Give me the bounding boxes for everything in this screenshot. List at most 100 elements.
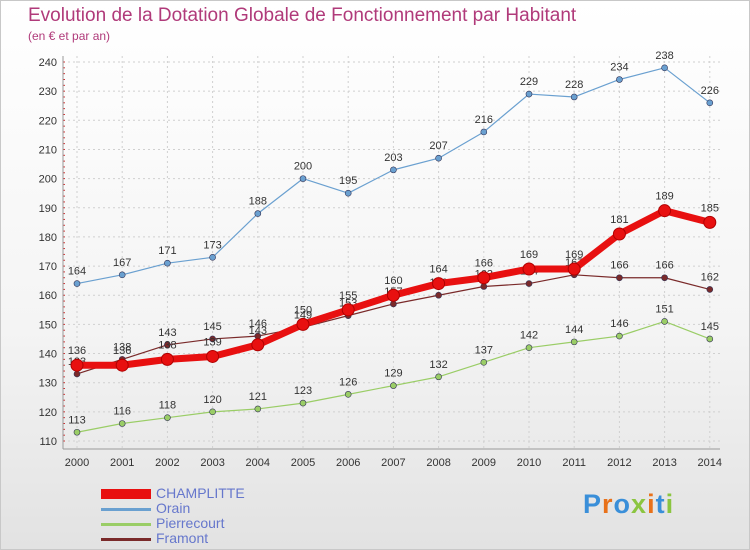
data-label-champlitte: 155 [339,290,357,302]
point-orain [616,76,623,83]
point-pierrecourt [209,408,216,416]
point-orain [118,271,126,279]
point-champlitte [658,204,672,218]
data-label-champlitte: 150 [294,304,312,316]
y-tick-label: 230 [39,86,57,98]
data-label-pierrecourt: 113 [68,414,86,426]
data-label-orain: 226 [701,85,719,97]
point-champlitte [432,277,446,291]
data-label-orain: 200 [294,161,312,173]
data-label-pierrecourt: 132 [429,359,447,371]
point-framont [435,291,442,299]
x-tick-label: 2008 [426,457,450,469]
y-tick-label: 120 [39,407,57,419]
data-label-pierrecourt: 145 [701,321,719,333]
point-champlitte [567,262,581,276]
data-label-champlitte: 185 [701,202,719,214]
point-framont [164,341,171,349]
legend-item-framont: Framont [101,530,301,547]
point-orain [570,93,578,101]
point-orain [164,259,171,267]
point-champlitte [70,358,84,372]
point-pierrecourt [706,335,714,343]
legend-swatch [101,489,151,499]
y-tick-label: 110 [39,436,57,448]
point-framont [209,335,216,343]
point-framont [480,283,488,290]
point-pierrecourt [73,428,81,436]
y-tick-label: 170 [39,261,57,273]
x-tick-label: 2003 [200,457,224,469]
point-orain [344,189,352,197]
data-label-pierrecourt: 137 [475,344,493,356]
point-pierrecourt [480,358,488,366]
legend-label: Orain [156,500,191,516]
x-tick-label: 2011 [562,457,586,469]
data-label-framont: 143 [158,327,176,339]
x-tick-label: 2009 [472,457,496,469]
data-label-framont: 149 [294,309,312,321]
y-tick-label: 160 [39,290,57,302]
legend-label: Framont [156,530,209,546]
x-tick-label: 2014 [698,457,722,469]
point-orain [525,90,533,98]
point-champlitte [296,317,310,331]
legend-item-orain: Orain [101,500,301,517]
data-label-pierrecourt: 151 [655,303,673,315]
data-label-orain: 195 [339,175,357,187]
x-tick-label: 2005 [291,457,315,469]
point-pierrecourt [299,399,307,407]
data-label-pierrecourt: 123 [294,385,312,397]
data-label-orain: 216 [475,114,493,126]
point-champlitte [386,288,400,302]
x-tick-label: 2010 [517,457,541,469]
data-label-champlitte: 160 [384,275,402,287]
point-framont [525,280,533,287]
data-label-champlitte: 143 [249,325,267,337]
legend-label: CHAMPLITTE [156,485,245,501]
point-framont [390,300,397,308]
y-tick-label: 240 [39,57,57,69]
point-framont [73,370,81,378]
chart-title: Evolution de la Dotation Globale de Fonc… [28,5,577,26]
data-label-orain: 171 [158,245,176,257]
y-tick-label: 130 [39,378,57,390]
x-tick-label: 2013 [652,457,676,469]
data-label-champlitte: 136 [113,345,131,357]
data-label-orain: 167 [113,257,131,269]
data-label-orain: 238 [655,50,673,62]
point-orain [661,64,668,72]
point-pierrecourt [344,391,352,398]
data-label-champlitte: 138 [158,339,176,351]
data-label-orain: 228 [565,79,583,91]
data-label-orain: 188 [249,196,267,208]
point-pierrecourt [164,414,171,421]
data-label-champlitte: 166 [475,258,493,270]
data-label-champlitte: 139 [203,336,221,348]
data-label-orain: 203 [384,152,402,164]
point-champlitte [251,338,265,352]
data-label-champlitte: 181 [610,214,628,226]
point-orain [706,99,714,107]
data-label-pierrecourt: 129 [384,368,402,380]
point-champlitte [206,349,220,363]
point-pierrecourt [570,338,578,346]
y-tick-label: 190 [39,203,57,215]
point-champlitte [703,215,717,229]
point-champlitte [477,271,491,285]
data-label-pierrecourt: 126 [339,376,357,388]
point-pierrecourt [616,332,623,340]
point-framont [616,274,623,282]
x-tick-label: 2007 [381,457,405,469]
data-label-framont: 138 [113,341,131,353]
data-label-champlitte: 169 [520,249,538,261]
point-orain [73,280,81,287]
proxiti-logo: Proxiti [583,489,675,519]
legend-label: Pierrecourt [156,515,225,531]
x-tick-label: 2006 [336,457,360,469]
data-label-pierrecourt: 142 [520,330,538,342]
y-tick-label: 180 [39,232,57,244]
legend-item-pierrecourt: Pierrecourt [101,515,301,532]
